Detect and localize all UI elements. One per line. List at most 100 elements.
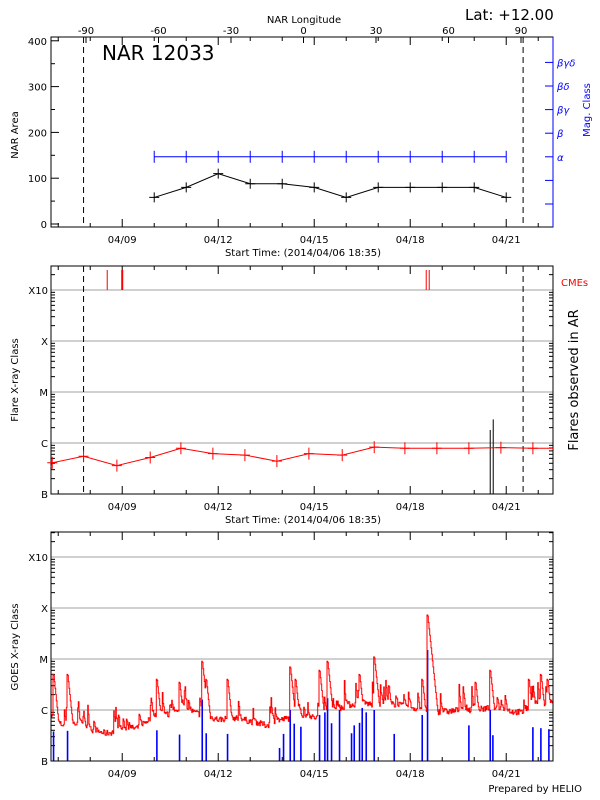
goes-event-bar bbox=[532, 727, 534, 761]
right-axis-title: Flares observed in AR bbox=[567, 309, 582, 450]
top-tick-label: 30 bbox=[370, 26, 383, 37]
area-line bbox=[154, 173, 507, 198]
goes-flux-line bbox=[51, 614, 554, 736]
y-tick-label: 100 bbox=[28, 174, 47, 185]
panel-goes: GOES X-ray Class B C M X X10 04/09 04/12 04/15 0… bbox=[10, 531, 554, 780]
flare-background-point bbox=[78, 450, 89, 463]
cme-label: CMEs bbox=[561, 278, 588, 289]
x-tick-label: 04/09 bbox=[108, 502, 137, 513]
y-tick-label: B bbox=[41, 490, 48, 501]
x-tick-label: 04/21 bbox=[492, 769, 521, 780]
goes-event-bar bbox=[293, 723, 296, 761]
area-point bbox=[245, 178, 256, 189]
x-tick-label: 04/09 bbox=[108, 235, 137, 246]
right-axis-title: Mag. Class bbox=[582, 83, 593, 137]
plot-frame bbox=[50, 531, 554, 762]
area-point bbox=[149, 192, 160, 203]
y-tick-label: X10 bbox=[28, 286, 48, 297]
area-point bbox=[405, 182, 416, 193]
x-tick-label: 04/21 bbox=[492, 502, 521, 513]
goes-event-bar bbox=[540, 728, 542, 761]
y-tick-label: M bbox=[39, 655, 48, 666]
y-tick-label: 0 bbox=[41, 220, 47, 231]
top-tick-label: -90 bbox=[78, 26, 94, 37]
area-point bbox=[309, 182, 320, 193]
goes-event-bar bbox=[330, 723, 333, 761]
footer-credit: Prepared by HELIO bbox=[488, 784, 582, 795]
goes-event-bar bbox=[426, 650, 429, 761]
y-tick-label: C bbox=[41, 706, 48, 717]
top-tick-label: -30 bbox=[223, 26, 239, 37]
goes-event-bar bbox=[201, 699, 204, 761]
y-tick-label: 300 bbox=[28, 83, 47, 94]
x-tick-label: 04/18 bbox=[396, 769, 425, 780]
top-tick-label: 0 bbox=[300, 26, 306, 37]
flare-background-point bbox=[271, 455, 282, 468]
y-tick-label: B bbox=[41, 757, 48, 768]
goes-event-bar bbox=[548, 729, 550, 761]
flare-background-point bbox=[463, 442, 474, 455]
flare-background-point bbox=[47, 456, 58, 469]
mag-class-label: β bbox=[556, 129, 564, 140]
x-tick-label: 04/15 bbox=[300, 769, 329, 780]
goes-event-bar bbox=[278, 747, 281, 761]
mag-class-label: α bbox=[557, 153, 564, 164]
goes-event-bar bbox=[205, 733, 208, 761]
chart-title: NAR 12033 bbox=[102, 41, 215, 65]
goes-event-bar bbox=[156, 730, 158, 761]
y-tick-label: 200 bbox=[28, 128, 47, 139]
latitude-label: Lat: +12.00 bbox=[465, 6, 554, 24]
area-point bbox=[469, 182, 480, 193]
goes-event-bar bbox=[324, 712, 326, 761]
goes-event-bar bbox=[353, 725, 356, 761]
x-tick-label: 04/15 bbox=[300, 502, 329, 513]
y-axis-title: Flare X-ray Class bbox=[10, 338, 21, 422]
y-tick-label: 400 bbox=[28, 37, 47, 48]
goes-event-bar bbox=[373, 710, 376, 761]
flare-background-point bbox=[303, 447, 314, 460]
flare-background-point bbox=[369, 441, 380, 454]
goes-event-bar bbox=[421, 714, 424, 761]
goes-event-bar bbox=[300, 726, 302, 761]
top-tick-label: -60 bbox=[150, 26, 166, 37]
panel-flares: Flare X-ray Class Flares observed in AR … bbox=[10, 265, 588, 526]
panel-nar-area: Lat: +12.00 NAR Longitude NAR 12033 NAR … bbox=[10, 6, 593, 259]
goes-event-bar bbox=[178, 734, 181, 761]
area-point bbox=[341, 192, 352, 203]
top-tick-label: 60 bbox=[442, 26, 455, 37]
y-tick-label: M bbox=[39, 388, 48, 399]
goes-event-bar bbox=[52, 731, 55, 761]
top-axis-title: NAR Longitude bbox=[267, 15, 341, 26]
goes-event-bar bbox=[318, 714, 321, 761]
goes-event-bar bbox=[468, 725, 470, 761]
x-tick-label: 04/18 bbox=[396, 502, 425, 513]
x-tick-label: 04/12 bbox=[204, 235, 233, 246]
y-tick-label: X bbox=[41, 337, 48, 348]
goes-event-bar bbox=[282, 733, 285, 761]
x-tick-label: 04/12 bbox=[204, 769, 233, 780]
goes-event-bar bbox=[66, 730, 69, 761]
area-point bbox=[373, 182, 384, 193]
area-point bbox=[213, 168, 224, 179]
x-tick-label: 04/18 bbox=[396, 235, 425, 246]
goes-event-bar bbox=[358, 722, 361, 761]
flare-background-point bbox=[175, 442, 186, 455]
flare-background-point bbox=[239, 449, 250, 462]
flare-background-point bbox=[431, 442, 442, 455]
x-tick-label: 04/15 bbox=[300, 235, 329, 246]
goes-event-bar bbox=[226, 733, 229, 761]
y-tick-label: X10 bbox=[28, 553, 48, 564]
flare-background-point bbox=[337, 449, 348, 462]
flare-background-point bbox=[207, 447, 218, 460]
flare-background-point bbox=[399, 442, 410, 455]
flare-background-line bbox=[50, 446, 553, 467]
y-axis-title: GOES X-ray Class bbox=[10, 603, 21, 690]
goes-event-bar bbox=[350, 733, 353, 761]
flare-background-point bbox=[495, 441, 506, 454]
goes-event-bar bbox=[361, 707, 364, 761]
goes-event-bar bbox=[492, 735, 494, 761]
x-tick-label: 04/12 bbox=[204, 502, 233, 513]
x-tick-label: 04/09 bbox=[108, 769, 137, 780]
